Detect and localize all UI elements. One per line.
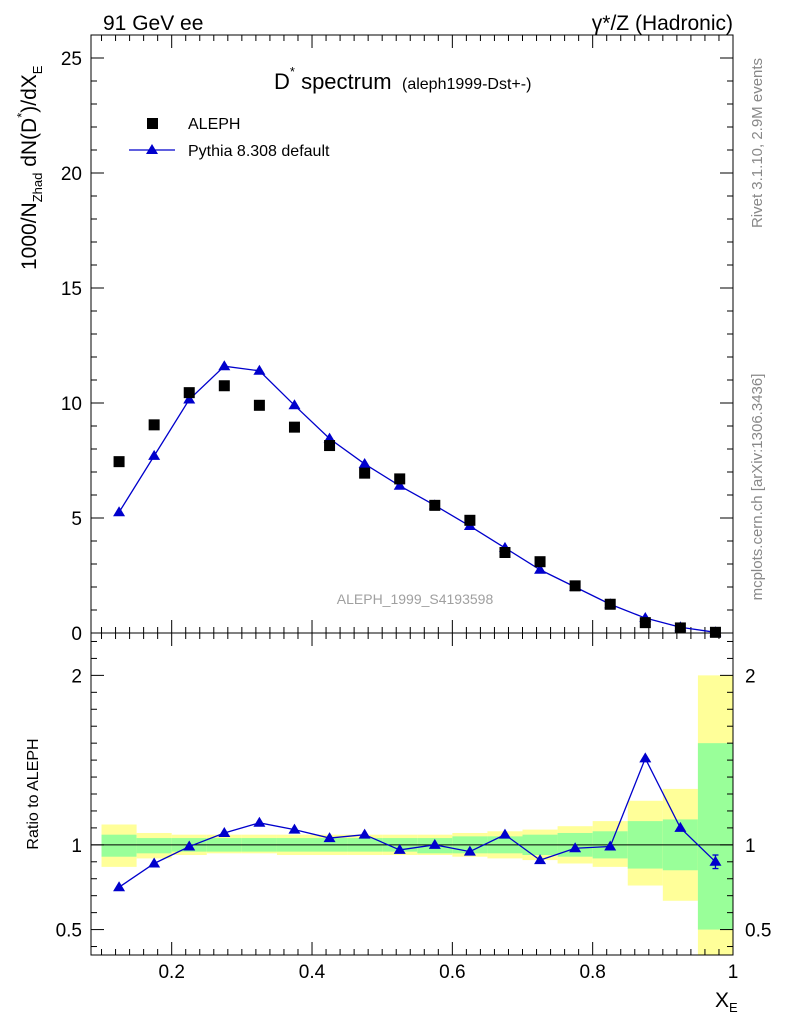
legend-marker-aleph [147, 118, 158, 129]
pythia-point [358, 457, 371, 468]
ratio-ytick-label: 2 [71, 666, 82, 687]
aleph-point [674, 622, 686, 634]
band-inner [101, 834, 137, 857]
ratio-pythia-point [393, 843, 406, 854]
ratio-ylabel: Ratio to ALEPH [25, 738, 42, 849]
ratio-ytick-label-right: 2 [745, 666, 756, 687]
ratio-pythia-point [113, 881, 126, 892]
ratio-ytick-label: 1 [71, 836, 82, 857]
ratio-pythia-point [428, 838, 441, 849]
ratio-xtick-labels: 0.2 0.4 0.6 0.8 1 [158, 962, 738, 983]
ratio-pythia-point [148, 857, 161, 868]
chart-title: D* spectrum [274, 64, 392, 94]
chart-title-main: D [274, 69, 290, 94]
ratio-pythia-point [604, 840, 617, 851]
ratio-xtick-label: 0.6 [439, 962, 465, 983]
ratio-pythia-point [674, 821, 687, 832]
pythia-point [183, 393, 196, 404]
ratio-ytick-label: 0.5 [56, 921, 82, 942]
aleph-point [288, 421, 300, 433]
chart-title-sup: * [290, 64, 295, 79]
chart-title-rest: spectrum [295, 69, 392, 94]
ratio-ytick-label-right: 0.5 [745, 921, 771, 942]
side-label-mcplots: mcplots.cern.ch [arXiv:1306.3436] [749, 374, 766, 601]
pythia-point [148, 449, 161, 460]
ratio-pythia-point [253, 816, 266, 827]
main-panel: 0 5 10 15 20 25 D* spectrum (aleph1999-Dst+-)… [14, 34, 734, 645]
header-left: 91 GeV ee [103, 12, 203, 35]
ratio-xtick-label: 0.2 [158, 962, 184, 983]
ratio-ytick-label-right: 1 [745, 836, 756, 857]
main-marks [113, 360, 722, 638]
chart-subtitle: (aleph1999-Dst+-) [402, 76, 531, 93]
ratio-xtick-label: 1 [728, 962, 739, 983]
aleph-point [148, 419, 160, 431]
ratio-ytick-labels: 0.5 0.5 1 1 2 2 [56, 666, 772, 941]
ratio-pythia-point [358, 828, 371, 839]
ratio-panel: 0.5 0.51 12 2 0.2 0.4 0.6 0.8 1 Ratio to ALEPH … [25, 632, 772, 1015]
band-inner [697, 743, 733, 930]
ratio-pythia-line [118, 756, 716, 888]
aleph-point [394, 473, 406, 485]
band-inner [136, 838, 172, 854]
ratio-pythia-point [534, 854, 547, 865]
ratio-pythia-point [218, 826, 231, 837]
ratio-uncertainty-bands [101, 675, 733, 955]
ratio-pythia-point [288, 823, 301, 834]
pythia-point [253, 364, 266, 375]
side-label-rivet: Rivet 3.1.10, 2.9M events [749, 58, 766, 228]
main-ticks [91, 34, 734, 634]
ratio-xlabel: XE [715, 989, 738, 1015]
aleph-point [604, 598, 616, 610]
ratio-marks [113, 752, 722, 892]
main-ytick-label: 5 [71, 509, 82, 530]
aleph-point [183, 387, 195, 399]
legend-marker-pythia [146, 144, 158, 154]
ratio-pythia-point [569, 842, 582, 853]
ratio-xtick-label: 0.8 [579, 962, 605, 983]
aleph-point [499, 547, 511, 558]
main-ytick-labels: 0 5 10 15 20 25 [61, 49, 82, 645]
pythia-line [118, 365, 716, 633]
main-ytick-label: 20 [61, 164, 82, 185]
watermark: ALEPH_1999_S4193598 [337, 591, 494, 607]
aleph-point [709, 626, 721, 638]
ratio-pythia-point [323, 832, 336, 843]
ratio-pythia-point [463, 845, 476, 856]
main-ytick-label: 15 [61, 279, 82, 300]
ratio-pythia-point [639, 752, 652, 763]
aleph-point [464, 514, 476, 526]
ratio-pythia-point [183, 840, 196, 851]
aleph-point [639, 617, 651, 629]
aleph-point [429, 499, 441, 511]
pythia-point [288, 399, 301, 410]
main-ytick-label: 25 [61, 49, 82, 70]
aleph-point [113, 456, 125, 468]
main-ytick-label: 10 [61, 394, 82, 415]
legend-label-pythia: Pythia 8.308 default [188, 143, 330, 160]
ratio-xtick-label: 0.4 [299, 962, 326, 983]
ratio-ticks [91, 633, 734, 955]
legend: ALEPH Pythia 8.308 default [129, 116, 330, 160]
ratio-pythia-point [498, 828, 511, 839]
aleph-point [359, 467, 371, 479]
aleph-point [534, 556, 546, 568]
header-right: γ*/Z (Hadronic) [592, 12, 733, 35]
aleph-point [253, 399, 265, 411]
pythia-point [113, 506, 126, 517]
main-ytick-label: 0 [71, 624, 82, 645]
pythia-point [393, 479, 406, 490]
ratio-frame [90, 632, 734, 956]
aleph-point [324, 440, 336, 452]
aleph-point [569, 580, 581, 592]
pythia-point [218, 360, 231, 371]
pythia-point [534, 563, 547, 574]
main-ylabel: 1000/NZhad dN(D*)/dXE [14, 65, 45, 270]
aleph-point [218, 380, 230, 392]
legend-label-aleph: ALEPH [188, 116, 240, 133]
